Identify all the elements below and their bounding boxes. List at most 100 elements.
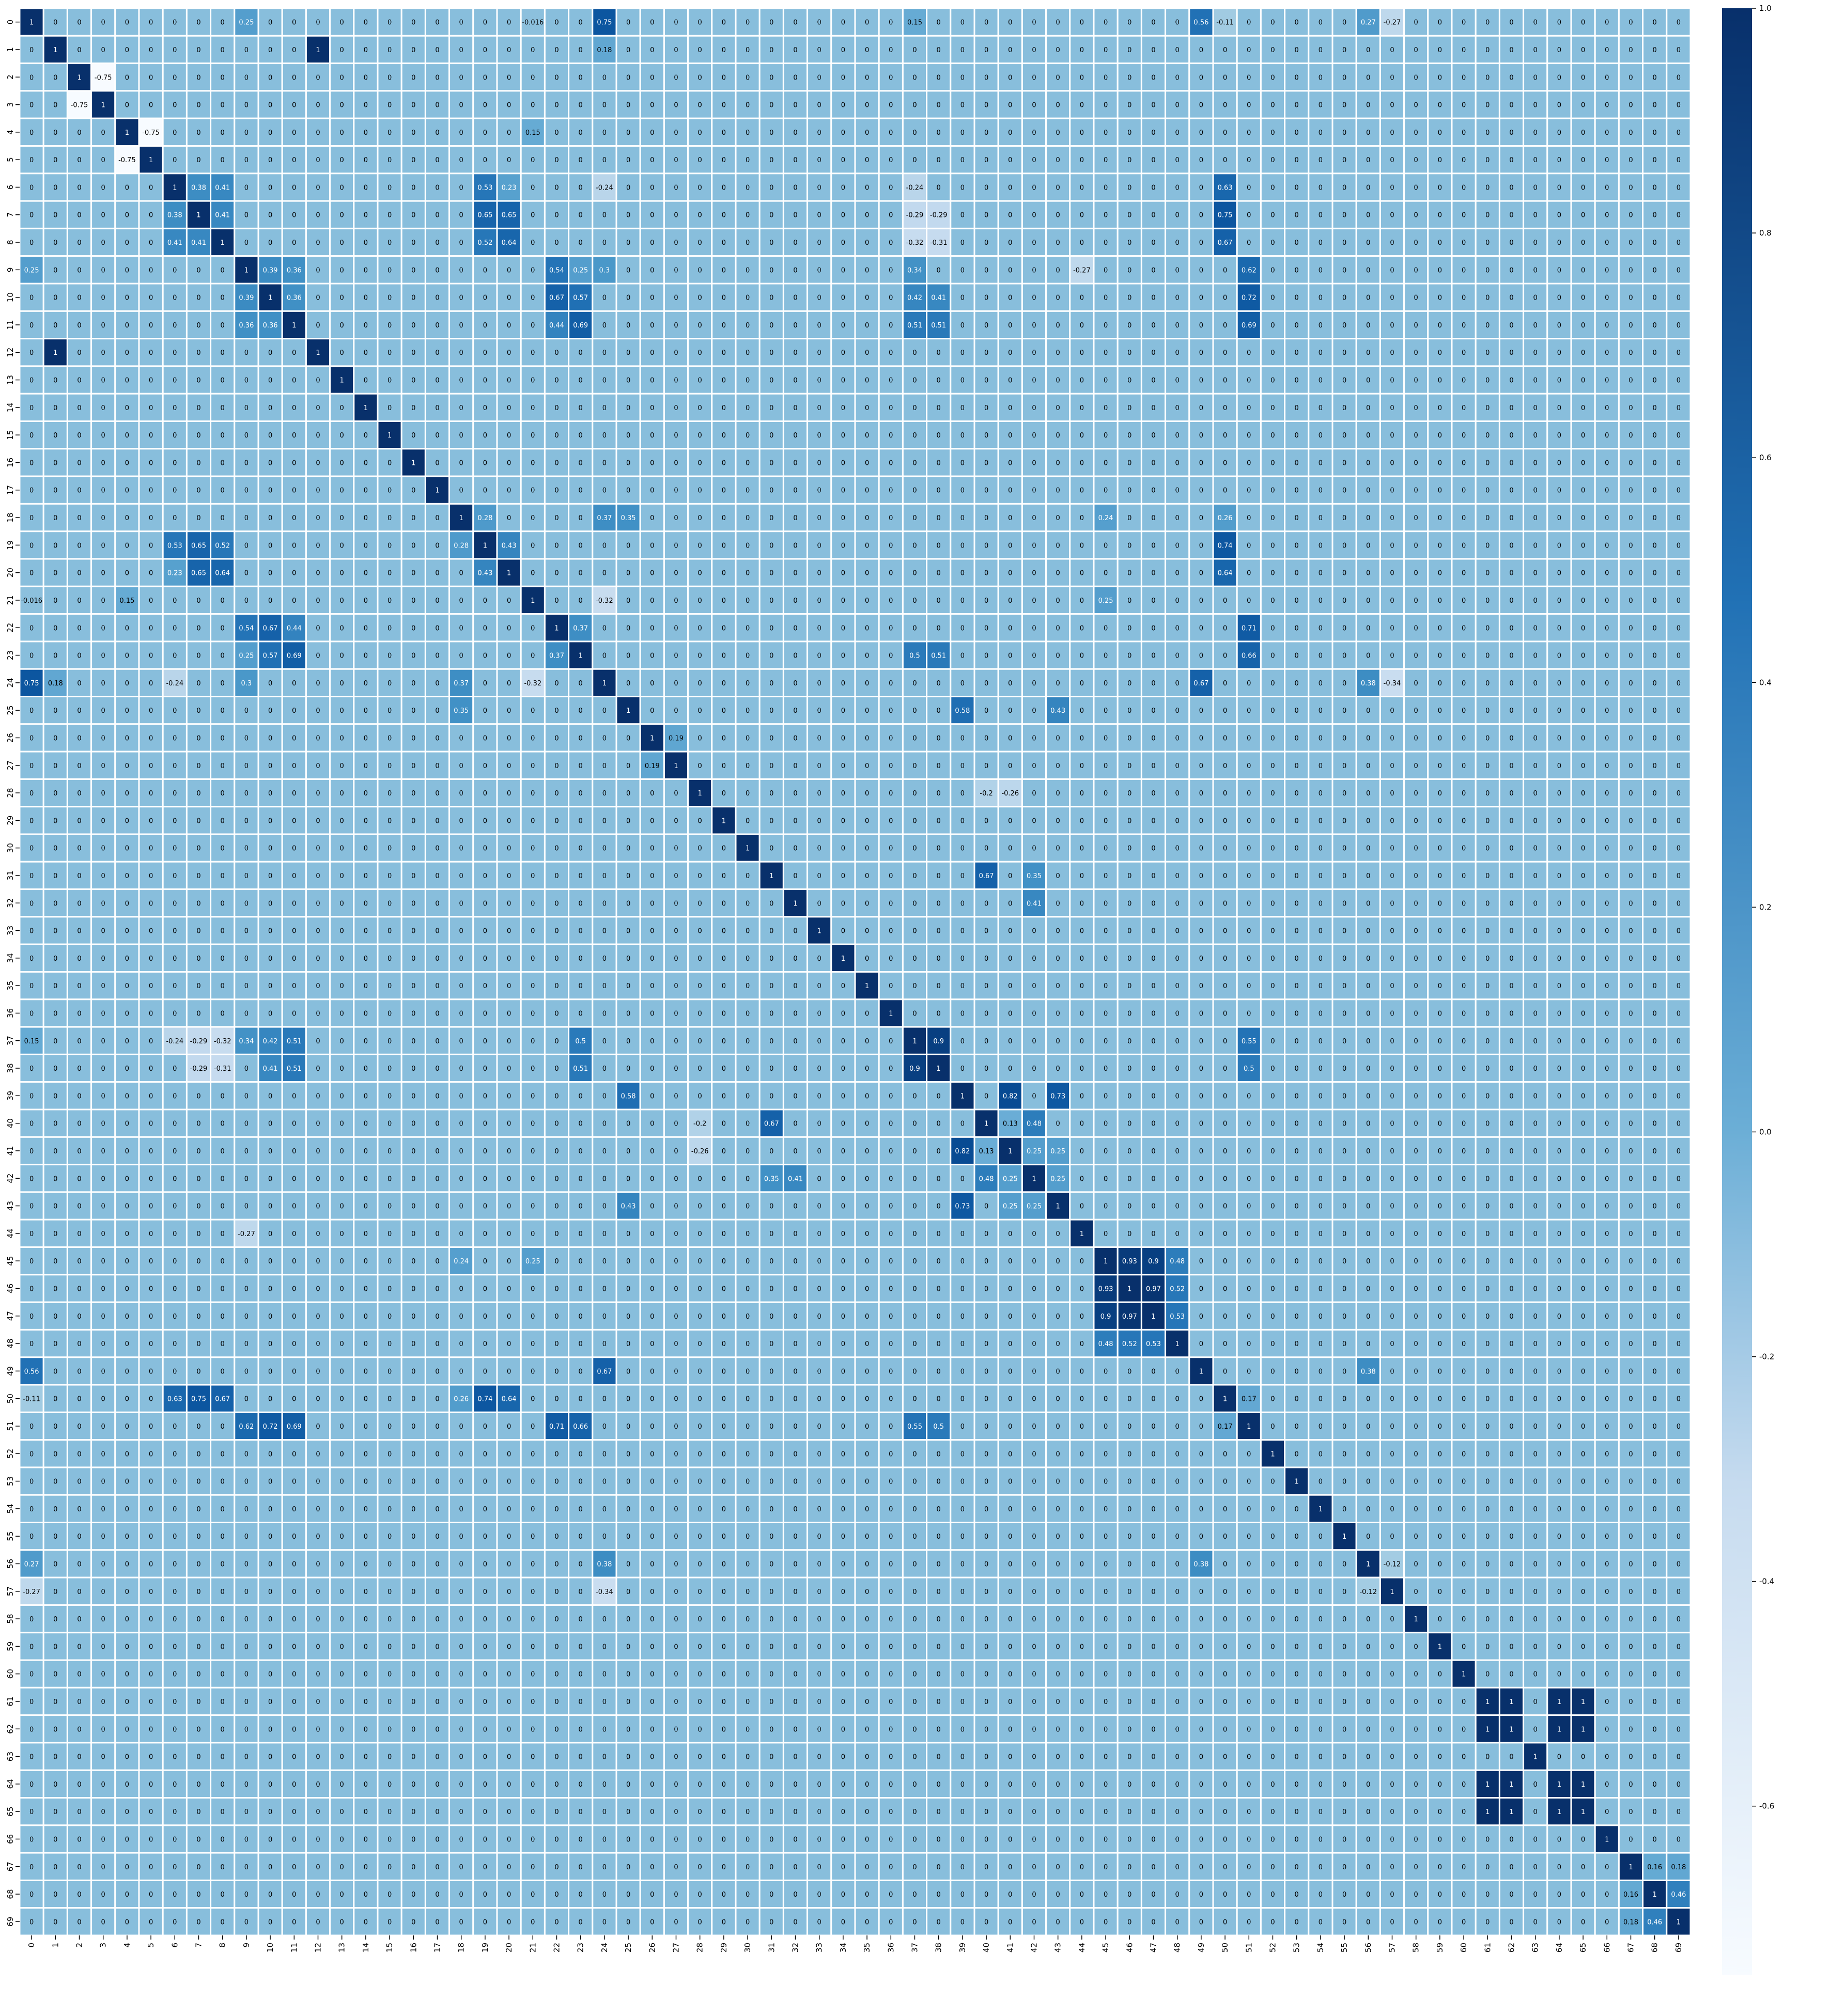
cell-label-0-12: 0 <box>316 19 320 27</box>
cell-label-0-53: 0 <box>1295 19 1299 27</box>
heatmap-cell-1-6 <box>162 35 188 65</box>
cell-label-1-17: 0 <box>435 46 439 54</box>
heatmap-cell-0-7 <box>185 7 212 37</box>
cell-label-0-23: 0 <box>579 19 583 27</box>
cell-label-1-25: 0 <box>626 46 630 54</box>
heatmap-cell-0-67 <box>1618 7 1644 37</box>
cell-label-0-37: 0.15 <box>907 19 922 27</box>
cell-label-0-55: 0 <box>1342 19 1346 27</box>
cell-label-1-10: 0 <box>268 46 272 54</box>
cell-label-0-45: 0 <box>1104 19 1108 27</box>
cell-label-0-52: 0 <box>1270 19 1275 27</box>
cell-label-0-19: 0 <box>483 19 487 27</box>
cell-label-1-18: 0 <box>459 46 463 54</box>
cell-label-0-31: 0 <box>769 19 773 27</box>
heatmap-cell-1-45 <box>1093 35 1119 65</box>
cell-label-0-41: 0 <box>1008 19 1012 27</box>
cell-label-0-46: 0 <box>1127 19 1131 27</box>
cell-label-0-63: 0 <box>1533 19 1538 27</box>
heatmap-cell-1-26 <box>639 35 665 65</box>
heatmap-cell-2-47 <box>1140 62 1167 92</box>
heatmap-cell-1-20 <box>496 35 522 65</box>
cell-label-0-43: 0 <box>1056 19 1060 27</box>
heatmap-cell-1-3 <box>90 35 116 65</box>
heatmap-cell-0-53 <box>1284 7 1310 37</box>
heatmap-cell-1-61 <box>1475 35 1500 65</box>
cell-label-0-27: 0 <box>674 19 678 27</box>
cell-label-0-39: 0 <box>960 19 965 27</box>
cell-label-0-15: 0 <box>387 19 392 27</box>
cell-label-0-35: 0 <box>865 19 869 27</box>
cell-label-0-59: 0 <box>1438 19 1442 27</box>
cell-label-1-0: 0 <box>29 46 34 54</box>
cell-label-0-5: 0 <box>149 19 153 27</box>
heatmap-cell-0-45 <box>1093 7 1119 37</box>
cell-label-1-3: 0 <box>101 46 105 54</box>
cell-label-0-32: 0 <box>793 19 797 27</box>
cell-label-1-7: 0 <box>196 46 200 54</box>
cell-label-0-48: 0 <box>1175 19 1180 27</box>
cell-label-0-61: 0 <box>1485 19 1490 27</box>
cell-label-0-26: 0 <box>650 19 654 27</box>
heatmap-cell-0-16 <box>400 7 426 37</box>
heatmap-cell-1-37 <box>902 35 928 65</box>
heatmap-cell-1-63 <box>1523 35 1548 65</box>
heatmap-cells <box>19 7 1692 1936</box>
heatmap-cell-0-60 <box>1451 7 1477 37</box>
cell-label-0-42: 0 <box>1032 19 1036 27</box>
cell-label-1-1: 1 <box>53 46 57 54</box>
heatmap-cell-0-30 <box>735 7 761 37</box>
cell-label-0-20: 0 <box>507 19 511 27</box>
heatmap-cell-0-22 <box>544 7 570 37</box>
cell-label-0-10: 0 <box>268 19 272 27</box>
cell-label-0-28: 0 <box>698 19 702 27</box>
heatmap-cell-1-33 <box>806 35 832 65</box>
cell-label-0-11: 0 <box>292 19 296 27</box>
cell-label-0-24: 0.75 <box>597 19 612 27</box>
cell-label-1-22: 0 <box>554 46 559 54</box>
cell-label-1-23: 0 <box>579 46 583 54</box>
cell-label-1-14: 0 <box>364 46 368 54</box>
cell-label-1-20: 0 <box>507 46 511 54</box>
cell-label-0-67: 0 <box>1628 19 1633 27</box>
cell-label-0-44: 0 <box>1080 19 1084 27</box>
heatmap-cell-0-63 <box>1523 7 1548 37</box>
cell-label-0-14: 0 <box>364 19 368 27</box>
cell-label-1-5: 0 <box>149 46 153 54</box>
cell-label-0-8: 0 <box>221 19 225 27</box>
heatmap-cell-1-28 <box>687 35 713 65</box>
cell-label-0-69: 0 <box>1677 19 1681 27</box>
cell-label-1-4: 0 <box>125 46 129 54</box>
heatmap-cell-1-32 <box>782 35 809 65</box>
heatmap-cell-1-27 <box>663 35 689 65</box>
heatmap-cell-0-9 <box>234 7 259 37</box>
heatmap-cell-2-41 <box>997 62 1023 92</box>
cell-label-1-24: 0.18 <box>597 46 612 54</box>
heatmap-cell-1-8 <box>210 35 236 65</box>
cell-label-0-65: 0 <box>1581 19 1585 27</box>
heatmap-cell-0-65 <box>1570 7 1596 37</box>
cell-label-0-7: 0 <box>196 19 200 27</box>
cell-label-0-49: 0.56 <box>1193 19 1208 27</box>
cell-label-0-0: 1 <box>29 19 34 27</box>
cell-label-1-12: 1 <box>316 46 320 54</box>
heatmap-cell-0-47 <box>1140 7 1167 37</box>
heatmap-cell-2-6 <box>162 62 188 92</box>
heatmap-cell-0-69 <box>1666 7 1692 37</box>
heatmap-cell-1-60 <box>1451 35 1477 65</box>
cell-label-0-2: 0 <box>77 19 81 27</box>
heatmap-cell-1-17 <box>424 35 451 65</box>
cell-label-1-2: 0 <box>77 46 81 54</box>
cell-label-1-8: 0 <box>221 46 225 54</box>
cell-label-0-9: 0.25 <box>239 19 254 27</box>
cell-label-1-15: 0 <box>387 46 392 54</box>
cell-label-0-33: 0 <box>817 19 821 27</box>
heatmap-cell-1-51 <box>1236 35 1262 65</box>
cell-label-0-51: 0 <box>1247 19 1251 27</box>
cell-label-0-60: 0 <box>1462 19 1466 27</box>
heatmap-cell-2-27 <box>663 62 689 92</box>
heatmap-cell-2-8 <box>210 62 236 92</box>
cell-label-0-40: 0 <box>984 19 988 27</box>
